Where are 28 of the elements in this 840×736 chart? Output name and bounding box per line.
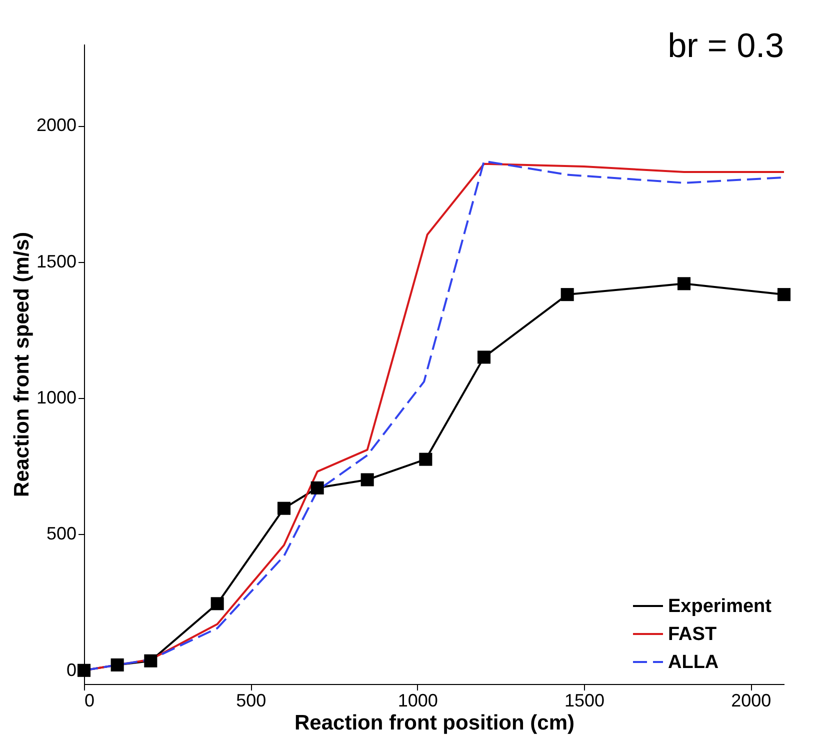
point <box>560 288 574 302</box>
point <box>419 452 432 466</box>
y-tick-label: 1500 <box>36 251 76 272</box>
legend-label: FAST <box>668 624 717 645</box>
x-tick-label: 500 <box>236 690 266 710</box>
point <box>110 658 124 672</box>
point <box>277 502 291 515</box>
point <box>677 277 691 290</box>
y-tick-label: 500 <box>46 524 76 544</box>
x-tick-label: 0 <box>84 690 95 710</box>
x-tick-label: 2000 <box>731 690 772 710</box>
point <box>310 481 324 494</box>
point <box>777 288 791 302</box>
legend-label: ALLA <box>668 652 719 673</box>
point <box>210 597 224 610</box>
y-axis-title: Reaction front speed (m/s) <box>10 232 34 497</box>
y-tick-label: 1000 <box>36 388 76 408</box>
point <box>360 473 374 486</box>
point <box>77 664 91 677</box>
annotation: br = 0.3 <box>668 27 784 65</box>
x-tick-label: 1500 <box>564 690 605 710</box>
legend-label: Experiment <box>668 596 772 617</box>
x-tick-label: 1000 <box>398 690 438 710</box>
point <box>477 350 491 364</box>
y-tick-label: 0 <box>66 660 76 680</box>
point <box>144 654 158 668</box>
y-tick-label: 2000 <box>36 115 76 136</box>
x-axis-title: Reaction front position (cm) <box>294 712 574 734</box>
